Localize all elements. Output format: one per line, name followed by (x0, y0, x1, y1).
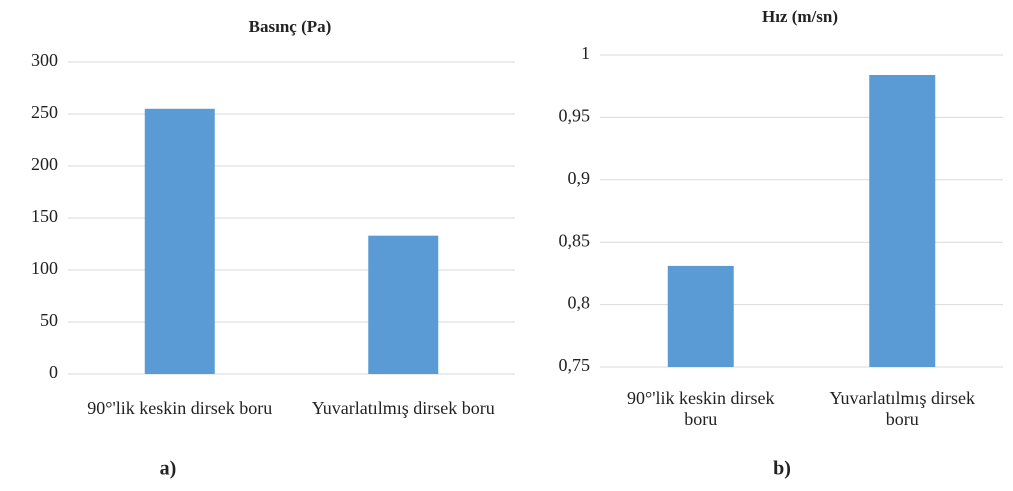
bar (144, 108, 215, 375)
chart-title: Hız (m/sn) (762, 7, 838, 26)
x-tick-label: Yuvarlatılmış dirsek boru (311, 398, 495, 418)
y-tick-label: 250 (31, 102, 58, 122)
y-tick-label: 0,9 (568, 168, 591, 188)
chart-title: Basınç (Pa) (249, 17, 332, 36)
y-tick-label: 0,95 (559, 106, 591, 126)
y-tick-label: 0,8 (568, 293, 591, 313)
bar (667, 265, 734, 367)
y-tick-label: 0,85 (559, 230, 591, 250)
x-tick-label: Yuvarlatılmış dirsek boru (829, 388, 975, 429)
bar (869, 74, 936, 367)
bar (368, 235, 439, 374)
x-tick-label: 90°'lik keskin dirsek boru (87, 398, 273, 418)
x-tick-label: 90°'lik keskin dirsek boru (627, 388, 775, 429)
y-tick-label: 150 (31, 206, 58, 226)
y-tick-label: 300 (31, 50, 58, 70)
y-tick-label: 1 (581, 43, 590, 63)
y-tick-label: 200 (31, 154, 58, 174)
y-tick-label: 50 (40, 310, 58, 330)
y-tick-label: 0,75 (559, 355, 591, 375)
y-tick-label: 100 (31, 258, 58, 278)
panel-label: b) (773, 458, 791, 480)
y-tick-label: 0 (49, 362, 58, 382)
panel-label: a) (160, 458, 177, 480)
